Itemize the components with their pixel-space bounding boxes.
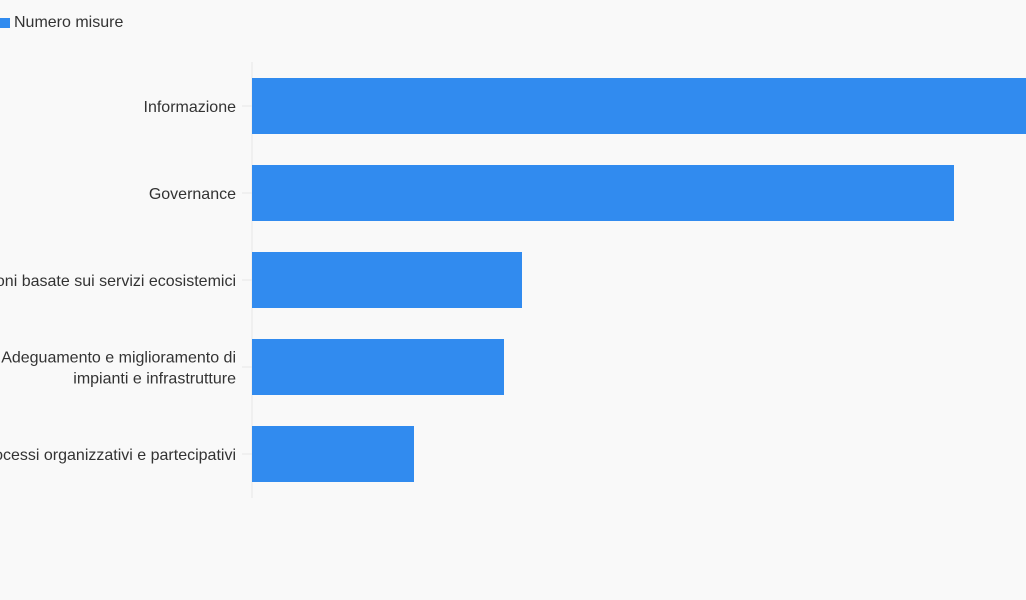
bar[interactable]: [252, 252, 522, 308]
legend-label: Numero misure: [14, 14, 124, 31]
legend-swatch: [0, 18, 10, 28]
bar[interactable]: [252, 426, 414, 482]
category-label: Processi organizzativi e partecipativi: [0, 447, 236, 464]
category-label: Informazione: [144, 99, 237, 116]
category-label: Governance: [149, 186, 236, 203]
legend: Numero misure: [0, 14, 123, 32]
bar[interactable]: [252, 339, 504, 395]
bar[interactable]: [252, 78, 1026, 134]
bar[interactable]: [252, 165, 954, 221]
category-label: Adeguamento e miglioramento di impianti e…: [1, 350, 236, 388]
category-label: Soluzioni basate sui servizi ecosistemic…: [0, 273, 236, 290]
